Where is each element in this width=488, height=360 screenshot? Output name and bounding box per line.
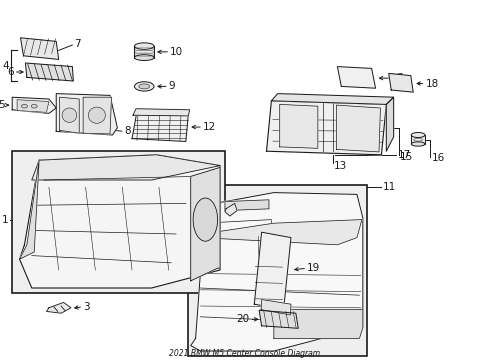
Polygon shape: [336, 105, 380, 152]
Polygon shape: [132, 112, 188, 141]
Polygon shape: [83, 97, 111, 134]
Polygon shape: [32, 155, 220, 180]
Polygon shape: [224, 200, 268, 211]
Polygon shape: [133, 109, 189, 116]
Polygon shape: [224, 203, 237, 216]
Text: 11: 11: [382, 182, 395, 192]
Polygon shape: [271, 94, 393, 104]
Polygon shape: [134, 46, 154, 58]
Polygon shape: [259, 310, 298, 328]
Polygon shape: [20, 155, 220, 288]
Ellipse shape: [139, 84, 149, 89]
Text: 7: 7: [74, 39, 81, 49]
Ellipse shape: [21, 104, 27, 108]
Ellipse shape: [62, 108, 77, 122]
Text: 16: 16: [431, 153, 444, 163]
Polygon shape: [273, 310, 362, 338]
Text: 2021 BMW M5 Center Console Diagram: 2021 BMW M5 Center Console Diagram: [168, 349, 320, 358]
Text: 20: 20: [236, 314, 249, 324]
Text: 3: 3: [83, 302, 90, 312]
Ellipse shape: [88, 107, 105, 123]
Text: 6: 6: [7, 67, 14, 77]
Polygon shape: [25, 63, 73, 81]
Polygon shape: [200, 202, 220, 211]
Text: 1: 1: [2, 215, 9, 225]
Text: 13: 13: [333, 161, 346, 171]
Polygon shape: [261, 300, 290, 315]
Text: 10: 10: [170, 47, 183, 57]
Polygon shape: [60, 97, 79, 133]
Polygon shape: [56, 94, 117, 135]
Text: 17: 17: [390, 73, 404, 83]
Polygon shape: [337, 67, 375, 88]
Polygon shape: [190, 167, 220, 281]
Text: 18: 18: [425, 78, 438, 89]
Ellipse shape: [410, 132, 424, 138]
Polygon shape: [386, 97, 393, 151]
Polygon shape: [388, 73, 412, 92]
Polygon shape: [410, 135, 424, 144]
Ellipse shape: [134, 55, 154, 60]
Polygon shape: [200, 220, 361, 245]
Text: 19: 19: [306, 263, 320, 273]
Text: 8: 8: [124, 126, 131, 136]
Text: 12: 12: [203, 122, 216, 132]
Polygon shape: [20, 160, 39, 259]
Polygon shape: [12, 97, 56, 113]
Polygon shape: [17, 100, 49, 112]
Bar: [12, 151, 224, 293]
Ellipse shape: [410, 142, 424, 146]
Ellipse shape: [31, 104, 37, 108]
Ellipse shape: [134, 82, 154, 91]
Polygon shape: [20, 38, 59, 59]
Polygon shape: [254, 232, 290, 310]
Text: 14: 14: [302, 116, 315, 126]
Ellipse shape: [134, 43, 154, 49]
Ellipse shape: [193, 198, 217, 241]
Polygon shape: [266, 101, 386, 155]
Text: 9: 9: [168, 81, 175, 91]
Bar: [188, 185, 366, 356]
Text: 17: 17: [397, 150, 410, 160]
Text: 4: 4: [2, 61, 9, 71]
Polygon shape: [190, 193, 362, 351]
Polygon shape: [46, 302, 71, 313]
Text: 15: 15: [399, 152, 412, 162]
Text: 5: 5: [0, 100, 5, 110]
Polygon shape: [279, 104, 317, 148]
Text: 2: 2: [249, 200, 256, 210]
